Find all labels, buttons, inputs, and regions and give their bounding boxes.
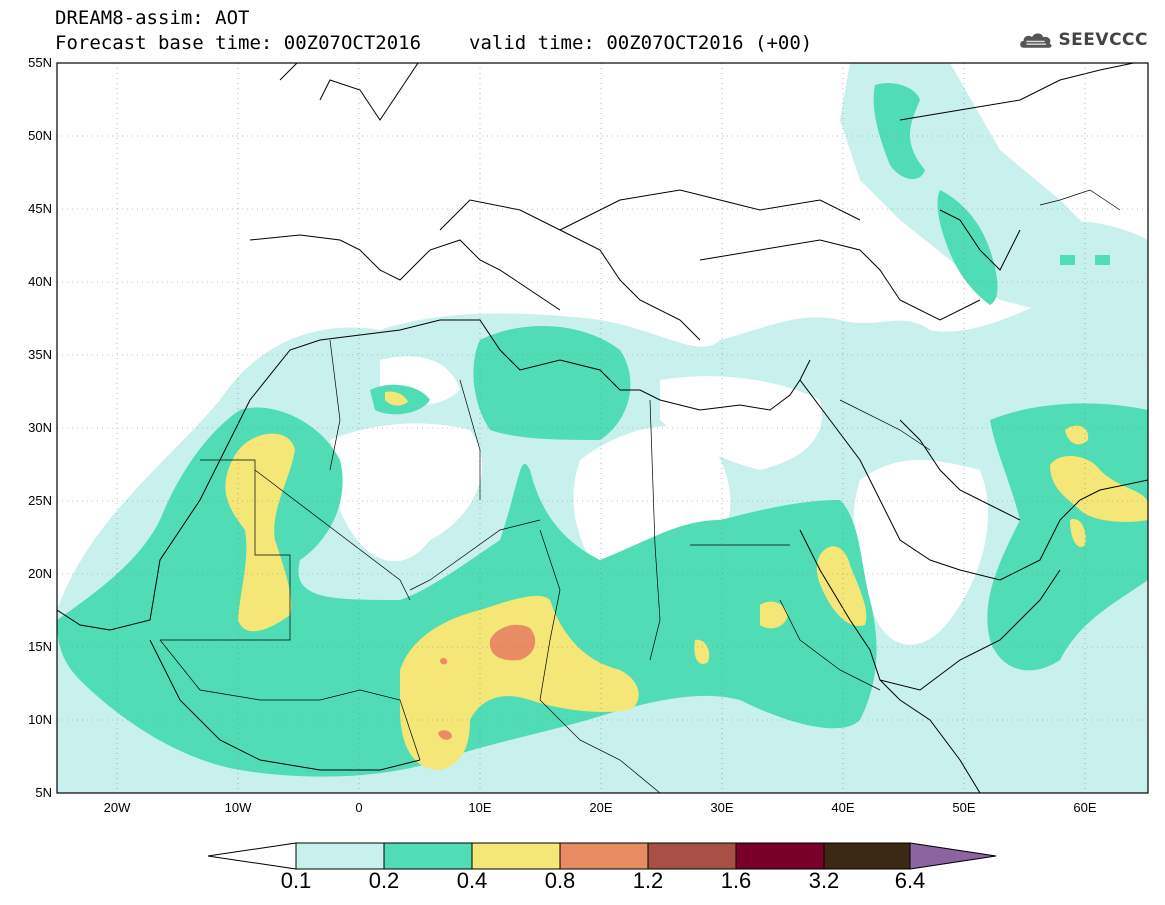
legend-labels: 0.1 0.2 0.4 0.8 1.2 1.6 3.2 6.4 <box>0 868 1165 898</box>
color-legend <box>207 842 997 870</box>
lat-label: 50N <box>28 128 52 143</box>
lat-label: 35N <box>28 347 52 362</box>
lon-label: 60E <box>1073 800 1096 815</box>
legend-swatch <box>909 842 997 870</box>
legend-swatch <box>295 842 385 870</box>
lon-label: 20W <box>104 800 131 815</box>
lon-label: 40E <box>831 800 854 815</box>
legend-swatch <box>471 842 561 870</box>
legend-label: 3.2 <box>808 868 840 893</box>
cloud-icon <box>1020 33 1052 48</box>
map-title: DREAM8-assim: AOT <box>55 7 250 29</box>
map-frame <box>56 62 1149 794</box>
legend-swatch <box>735 842 825 870</box>
valid-time: valid time: 00Z07OCT2016 (+00) <box>469 32 813 54</box>
logo-text: SEEVCCC <box>1058 30 1148 50</box>
legend-swatch <box>559 842 649 870</box>
legend-label: 0.4 <box>456 868 488 893</box>
lon-label: 30E <box>710 800 733 815</box>
time-info: Forecast base time: 00Z07OCT2016 valid ti… <box>55 32 812 54</box>
seevccc-logo: SEEVCCC <box>1018 24 1148 56</box>
legend-swatch <box>207 842 297 870</box>
lon-labels: 20W 10W 0 10E 20E 30E 40E 50E 60E <box>104 800 1097 815</box>
lat-label: 40N <box>28 274 52 289</box>
legend-label: 6.4 <box>894 868 926 893</box>
borders <box>159 189 1121 793</box>
legend-label: 0.8 <box>544 868 576 893</box>
aot-band-0-8 <box>438 624 536 740</box>
legend-label: 0.1 <box>280 868 312 893</box>
lat-label: 5N <box>35 785 52 800</box>
aot-field <box>57 63 1148 793</box>
lat-label: 20N <box>28 566 52 581</box>
legend-swatch <box>383 842 473 870</box>
lon-label: 10W <box>225 800 252 815</box>
legend-label: 0.2 <box>368 868 400 893</box>
lat-label: 25N <box>28 493 52 508</box>
legend-label: 1.2 <box>632 868 664 893</box>
aot-band-0-4 <box>225 391 1148 770</box>
lat-label: 10N <box>28 712 52 727</box>
graticule <box>57 63 1148 793</box>
lat-label: 45N <box>28 201 52 216</box>
legend-label: 1.6 <box>720 868 752 893</box>
lon-label: 0 <box>355 800 362 815</box>
lat-label: 15N <box>28 639 52 654</box>
lon-label: 20E <box>589 800 612 815</box>
legend-swatch <box>647 842 737 870</box>
lat-labels: 55N 50N 45N 40N 35N 30N 25N 20N 15N 10N … <box>28 55 52 800</box>
base-time: Forecast base time: 00Z07OCT2016 <box>55 32 422 54</box>
lon-label: 50E <box>952 800 975 815</box>
lon-label: 10E <box>468 800 491 815</box>
legend-swatch <box>823 842 911 870</box>
lat-label: 30N <box>28 420 52 435</box>
lat-label: 55N <box>28 55 52 70</box>
coastlines <box>57 63 1148 793</box>
